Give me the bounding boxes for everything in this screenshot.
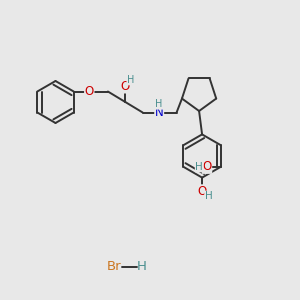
- Text: H: H: [137, 260, 147, 274]
- Text: H: H: [127, 75, 134, 85]
- Text: H: H: [195, 162, 203, 172]
- Text: Br: Br: [107, 260, 121, 274]
- Text: H: H: [155, 99, 163, 109]
- Text: O: O: [202, 160, 211, 173]
- Text: N: N: [155, 106, 164, 119]
- Text: O: O: [121, 80, 130, 93]
- Text: O: O: [85, 85, 94, 98]
- Text: H: H: [205, 191, 213, 201]
- Text: O: O: [197, 185, 207, 198]
